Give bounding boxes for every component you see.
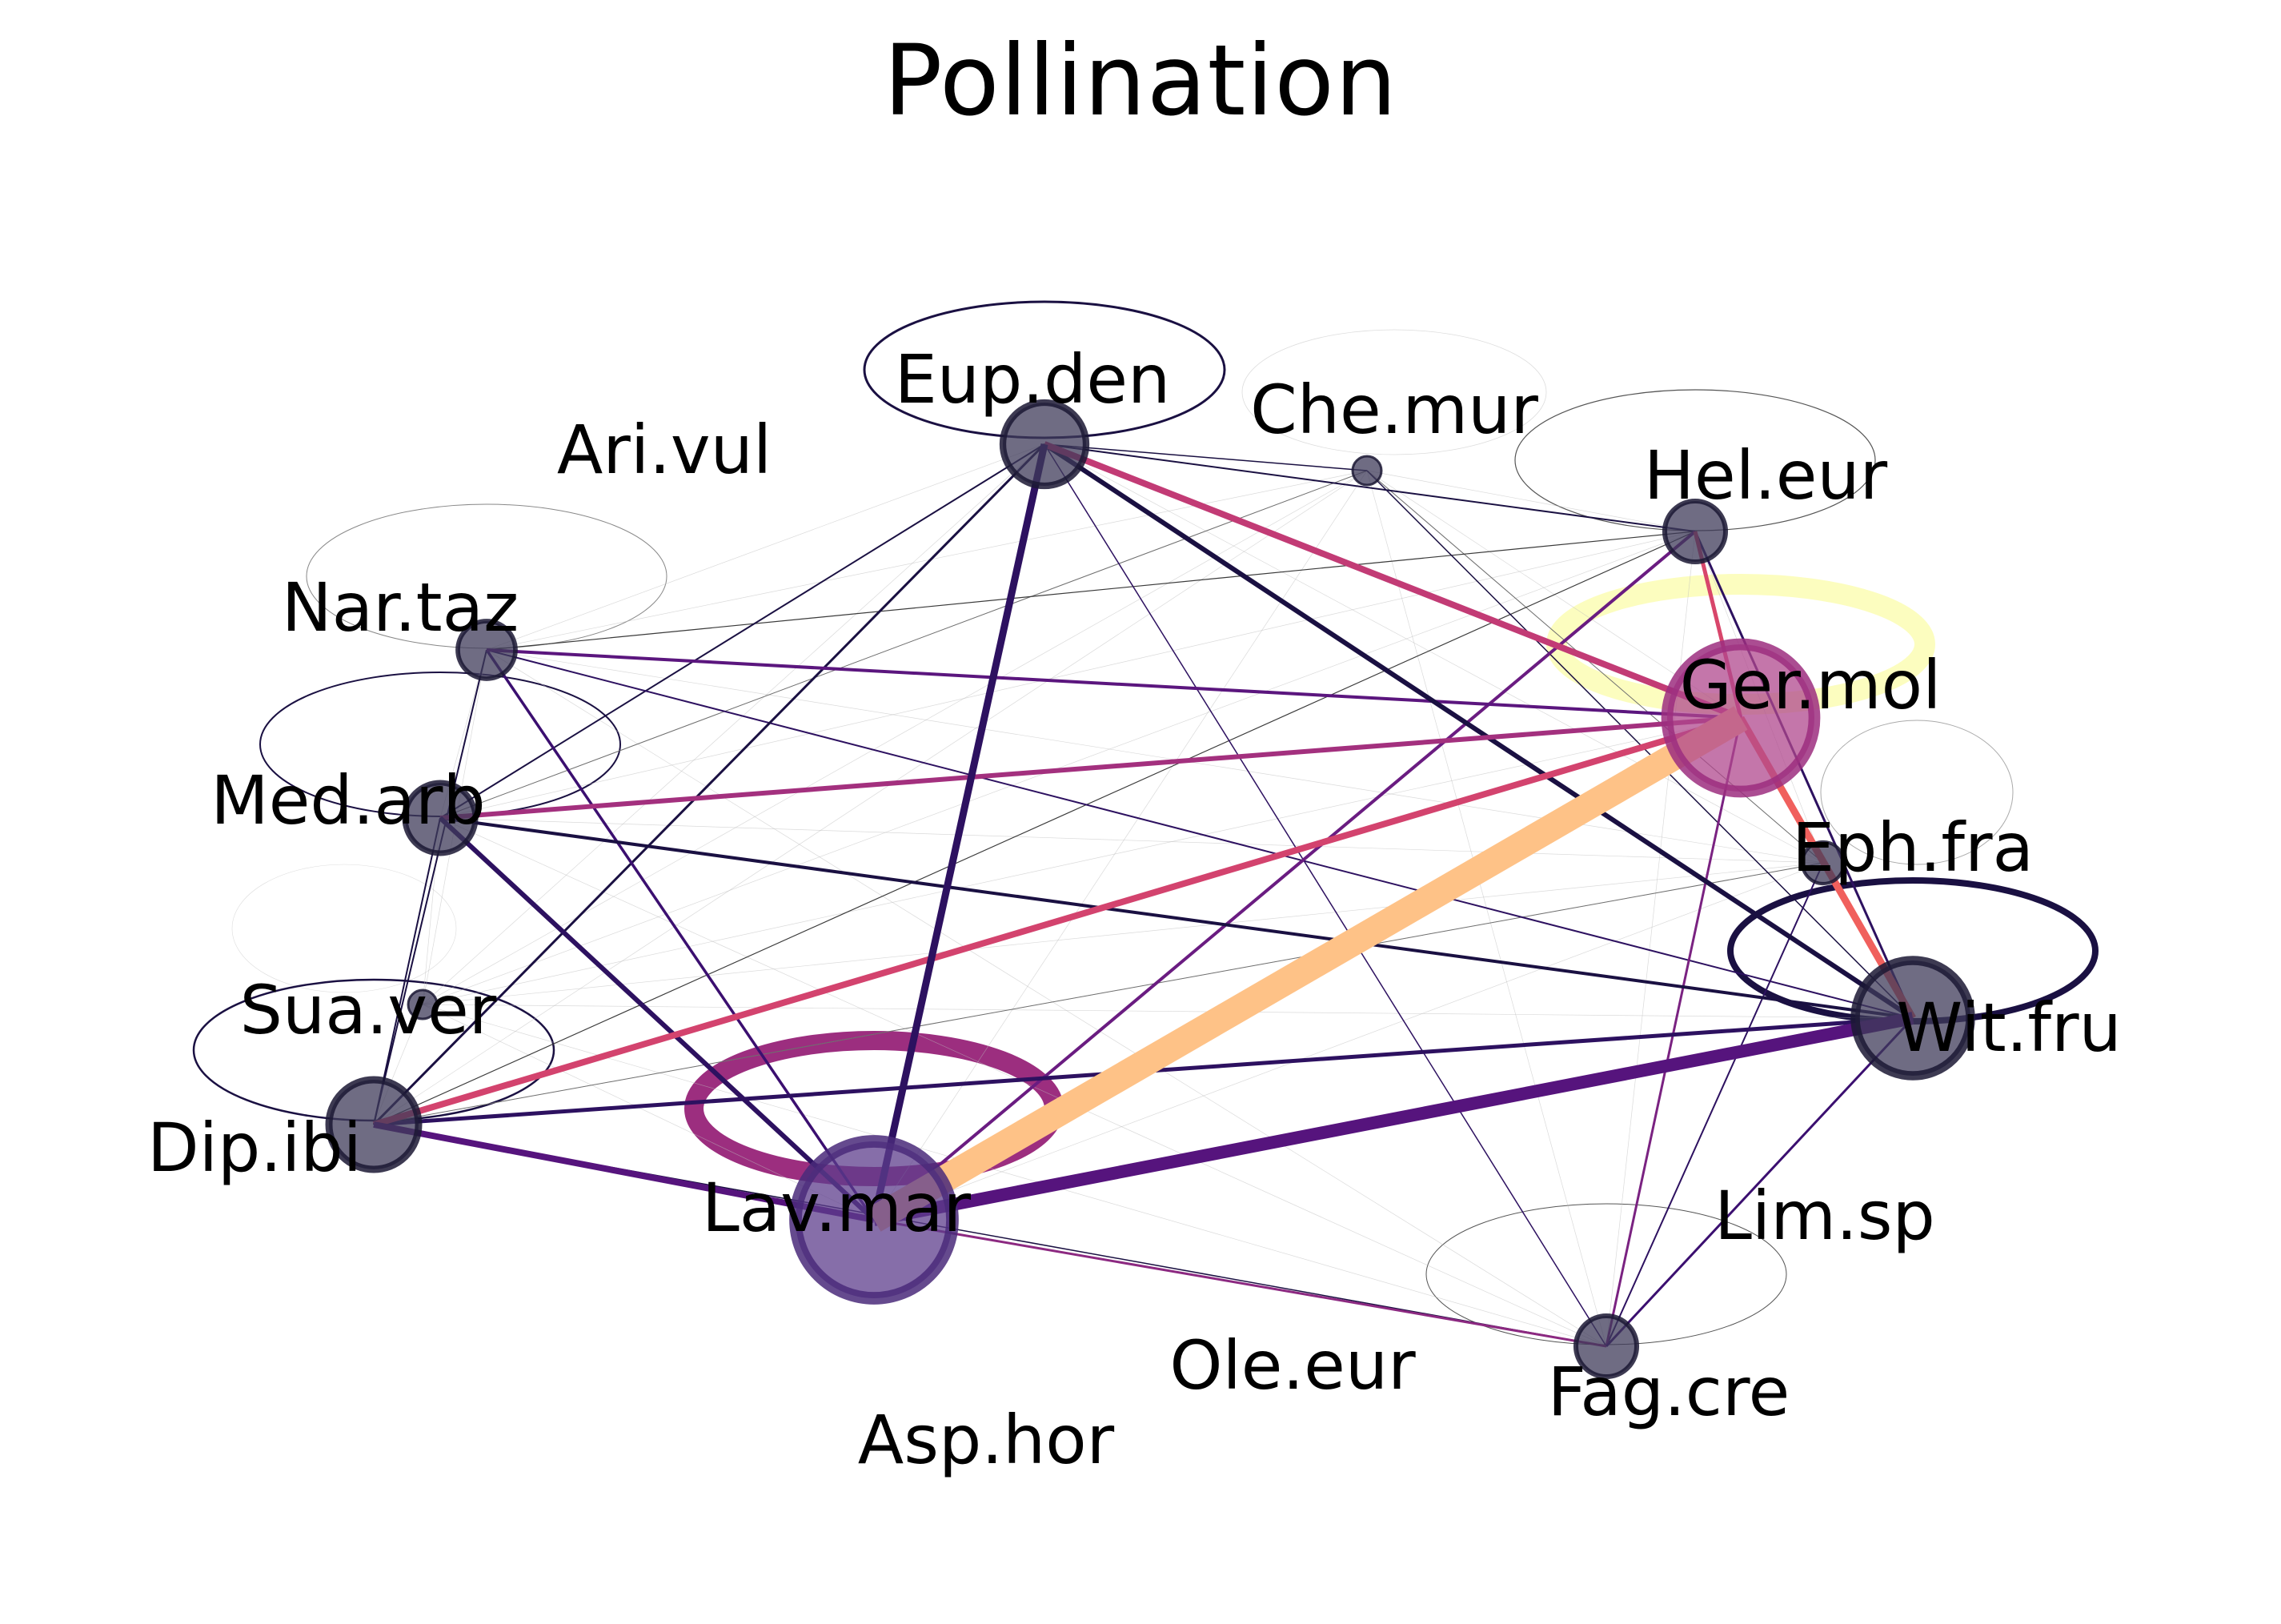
edge-eph-fra-dip-ibi	[373, 862, 1824, 1125]
faint-edge-eup-den-nar-taz	[486, 443, 1045, 651]
faint-edge-che-mur-nar-taz	[486, 470, 1368, 651]
edge-che-mur-med-arb	[439, 470, 1368, 819]
edge-eup-den-med-arb	[439, 443, 1045, 819]
edge-nar-taz-ger-mol	[486, 648, 1742, 720]
edge-nar-taz-wit-fru	[486, 649, 1914, 1019]
node-hel-eur	[1662, 498, 1729, 565]
faint-edge-che-mur-lav-mar	[873, 470, 1368, 1221]
faint-edge-med-arb-fag-cre	[439, 817, 1607, 1347]
node-label-ole-eur: Ole.eur	[1169, 1326, 1416, 1405]
edge-eup-den-ger-mol	[1043, 441, 1742, 721]
edge-lav-mar-fag-cre	[873, 1218, 1607, 1348]
edge-eup-den-fag-cre	[1044, 443, 1607, 1347]
node-eup-den	[999, 399, 1090, 490]
edge-lav-mar-wit-fru	[872, 1012, 1914, 1226]
edge-hel-eur-nar-taz	[486, 531, 1696, 651]
node-med-arb	[402, 780, 479, 856]
edge-eph-fra-fag-cre	[1606, 862, 1824, 1347]
edge-eup-den-lav-mar	[870, 443, 1048, 1221]
faint-edge-nar-taz-eph-fra	[486, 649, 1824, 864]
edge-hel-eur-lav-mar	[872, 530, 1697, 1221]
edge-hel-eur-wit-fru	[1694, 531, 1914, 1019]
edge-nar-taz-dip-ibi	[373, 649, 487, 1125]
edge-med-arb-lav-mar	[438, 816, 876, 1222]
edge-med-arb-ger-mol	[439, 716, 1742, 820]
edge-che-mur-wit-fru	[1366, 470, 1914, 1019]
nodes-layer	[325, 399, 1975, 1380]
edge-ger-mol-fag-cre	[1605, 717, 1742, 1347]
faint-edge-sua-ver-wit-fru	[422, 1004, 1914, 1019]
edge-eup-den-dip-ibi	[372, 443, 1046, 1126]
faint-edge-eup-den-sua-ver	[422, 443, 1045, 1005]
edge-nar-taz-lav-mar	[485, 649, 876, 1221]
node-label-hel-eur: Hel.eur	[1644, 436, 1888, 515]
faint-edge-hel-eur-med-arb	[439, 531, 1696, 819]
node-label-lav-mar: Lav.mar	[702, 1169, 971, 1247]
node-label-med-arb: Med.arb	[210, 761, 486, 840]
edge-ger-mol-lav-mar	[867, 706, 1748, 1232]
self-loop-eph-fra	[1820, 720, 2014, 865]
node-label-lim-sp: Lim.sp	[1714, 1177, 1935, 1255]
edge-eup-den-wit-fru	[1043, 442, 1914, 1021]
diagram-title: Pollination	[883, 24, 1398, 138]
faint-edge-eph-fra-lav-mar	[873, 862, 1824, 1221]
node-ger-mol	[1661, 638, 1821, 798]
node-label-eup-den: Eup.den	[895, 340, 1171, 419]
edge-eup-den-hel-eur	[1044, 443, 1696, 532]
faint-edge-nar-taz-fag-cre	[486, 649, 1607, 1347]
self-loop-sua-ver	[231, 864, 457, 993]
edge-eup-den-che-mur	[1044, 443, 1368, 471]
node-sua-ver	[407, 988, 439, 1021]
edge-ger-mol-dip-ibi	[372, 715, 1742, 1128]
node-fag-cre	[1573, 1313, 1640, 1380]
labels-layer: Eup.den Che.mur Hel.eur Ari.vul Nar.taz Ger.m…	[147, 340, 2122, 1479]
node-label-nar-taz: Nar.taz	[282, 568, 519, 647]
faint-edge-eup-den-eph-fra	[1044, 443, 1824, 864]
node-label-sua-ver: Sua.ver	[240, 971, 497, 1049]
node-eph-fra	[1800, 840, 1846, 886]
faint-edge-hel-eur-sua-ver	[422, 531, 1696, 1005]
faint-edge-che-mur-hel-eur	[1366, 470, 1696, 532]
node-label-eph-fra: Eph.fra	[1792, 808, 2034, 887]
faint-edge-ger-mol-sua-ver	[422, 717, 1742, 1005]
node-label-dip-ibi: Dip.ibi	[147, 1109, 362, 1187]
node-wit-fru	[1850, 956, 1975, 1081]
node-che-mur	[1351, 455, 1383, 487]
edge-lav-mar-dip-ibi	[373, 1121, 875, 1223]
edge-hel-eur-dip-ibi	[373, 531, 1696, 1125]
edges-layer	[372, 441, 1916, 1348]
faint-edge-eph-fra-sua-ver	[422, 862, 1824, 1005]
edge-wit-fru-fag-cre	[1605, 1017, 1914, 1348]
node-label-ger-mol: Ger.mol	[1680, 646, 1942, 724]
node-label-che-mur: Che.mur	[1250, 371, 1538, 449]
node-dip-ibi	[325, 1076, 423, 1173]
node-label-ari-vul: Ari.vul	[557, 411, 772, 489]
edge-che-mur-eph-fra	[1366, 470, 1824, 864]
faint-edge-med-arb-eph-fra	[439, 817, 1824, 864]
faint-edge-sua-ver-fag-cre	[422, 1004, 1607, 1347]
self-loop-che-mur	[1241, 329, 1547, 455]
edge-med-arb-dip-ibi	[373, 817, 441, 1125]
node-nar-taz	[455, 619, 518, 681]
node-label-fag-cre: Fag.cre	[1548, 1353, 1790, 1431]
node-label-asp-hor: Asp.hor	[858, 1401, 1115, 1479]
node-lav-mar	[789, 1135, 959, 1305]
edge-med-arb-wit-fru	[439, 816, 1914, 1020]
node-label-wit-fru: Wit.fru	[1896, 988, 2122, 1067]
